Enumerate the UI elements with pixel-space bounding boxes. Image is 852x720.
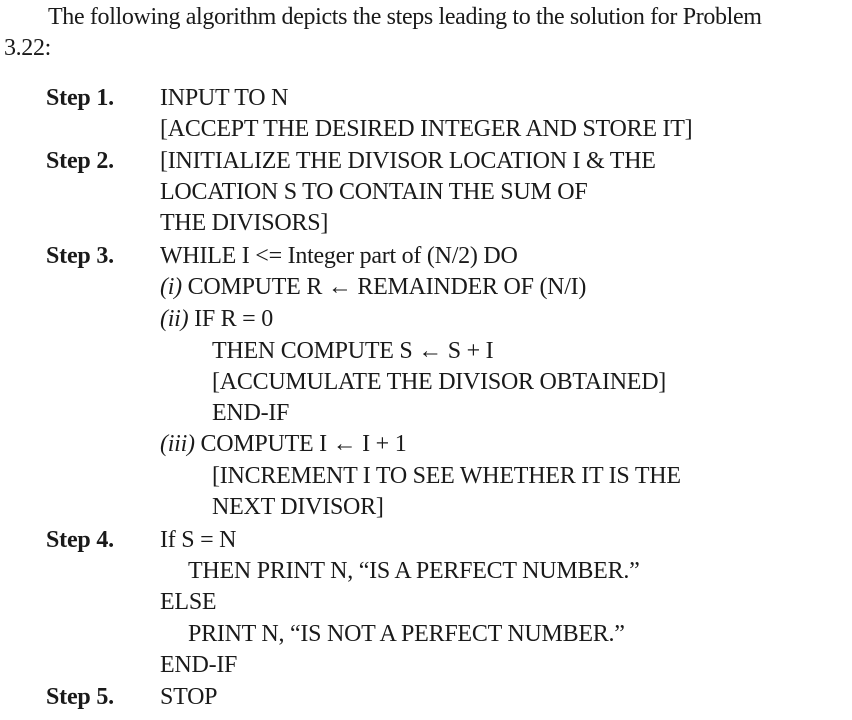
- step-3-line-7-text: COMPUTE I ← I + 1: [194, 431, 407, 457]
- step-3-line-2: (i) COMPUTE R ← REMAINDER OF (N/I): [160, 272, 586, 303]
- step-3-line-3: (ii) IF R = 0: [160, 304, 273, 335]
- step-4-line-4: PRINT N, “IS NOT A PERFECT NUMBER.”: [188, 621, 625, 647]
- step-1-line-1: INPUT TO N: [160, 85, 289, 111]
- step-3-marker-i: (i): [160, 274, 182, 300]
- step-3-label: Step 3.: [46, 243, 114, 269]
- step-3-marker-ii: (ii): [160, 306, 189, 332]
- step-2-line-3: THE DIVISORS]: [160, 210, 329, 236]
- intro-line-2: 3.22:: [4, 35, 51, 61]
- step-2-label: Step 2.: [46, 148, 114, 174]
- step-3-line-6: END-IF: [212, 400, 290, 426]
- step-1-line-2: [ACCEPT THE DESIRED INTEGER AND STORE IT…: [160, 116, 693, 142]
- step-3-line-2-text: COMPUTE R ← REMAINDER OF (N/I): [181, 274, 587, 300]
- step-5-line-1: STOP: [160, 684, 218, 710]
- step-3-line-7: (iii) COMPUTE I ← I + 1: [160, 429, 407, 460]
- step-4-line-3: ELSE: [160, 589, 217, 615]
- step-3-line-4: THEN COMPUTE S ← S + I: [212, 338, 494, 364]
- step-4-line-2: THEN PRINT N, “IS A PERFECT NUMBER.”: [188, 558, 640, 584]
- step-3-line-5: [ACCUMULATE THE DIVISOR OBTAINED]: [212, 369, 667, 395]
- intro-line-1: The following algorithm depicts the step…: [48, 4, 762, 30]
- intro-paragraph: The following algorithm depicts the step…: [4, 2, 850, 64]
- step-2-line-2: LOCATION S TO CONTAIN THE SUM OF: [160, 179, 588, 205]
- step-1-label: Step 1.: [46, 85, 114, 111]
- step-3-marker-iii: (iii): [160, 431, 195, 457]
- step-2-line-1: [INITIALIZE THE DIVISOR LOCATION I & THE: [160, 148, 656, 174]
- step-3-line-1: WHILE I <= Integer part of (N/2) DO: [160, 243, 518, 269]
- step-3-line-3-text: IF R = 0: [188, 306, 273, 332]
- step-4-line-5: END-IF: [160, 652, 238, 678]
- step-3-line-9: NEXT DIVISOR]: [212, 494, 384, 520]
- step-3-line-8: [INCREMENT I TO SEE WHETHER IT IS THE: [212, 463, 681, 489]
- step-5-label: Step 5.: [46, 684, 114, 710]
- step-4-label: Step 4.: [46, 527, 114, 553]
- step-4-line-1: If S = N: [160, 527, 237, 553]
